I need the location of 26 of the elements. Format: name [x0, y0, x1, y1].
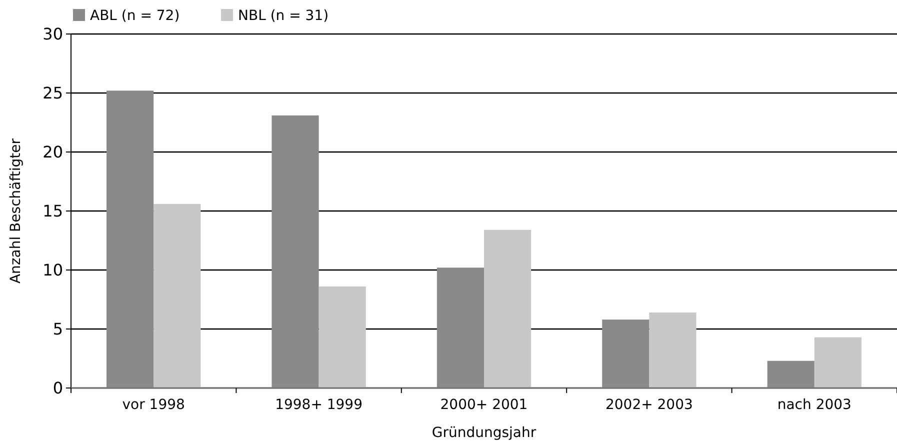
- bar: [272, 115, 319, 388]
- y-tick-label: 15: [42, 202, 63, 221]
- y-tick-label: 30: [42, 24, 63, 44]
- bar: [649, 312, 696, 388]
- y-tick-label: 20: [42, 142, 63, 162]
- legend-label: ABL (n = 72): [90, 8, 180, 24]
- bar: [767, 360, 814, 388]
- bar: [602, 320, 650, 388]
- bar: [106, 90, 154, 388]
- y-tick-label: 5: [52, 320, 63, 339]
- y-tick-label: 25: [42, 84, 63, 103]
- bar: [436, 268, 484, 388]
- bar: [814, 337, 862, 388]
- bar: [154, 204, 201, 388]
- bar: [318, 286, 366, 388]
- x-tick-label: 1998+ 1999: [275, 397, 363, 413]
- x-axis-title: Gründungsjahr: [432, 425, 536, 441]
- legend-label: NBL (n = 31): [238, 8, 329, 24]
- x-tick-label: vor 1998: [122, 397, 185, 413]
- y-tick-label: 0: [52, 378, 63, 398]
- y-axis-title: Anzahl Beschäftigter: [8, 138, 24, 284]
- x-tick-label: 2002+ 2003: [605, 397, 693, 413]
- x-tick-label: 2000+ 2001: [440, 397, 528, 413]
- y-tick-label: 10: [42, 260, 63, 280]
- x-tick-label: nach 2003: [777, 397, 852, 413]
- bar: [484, 230, 532, 388]
